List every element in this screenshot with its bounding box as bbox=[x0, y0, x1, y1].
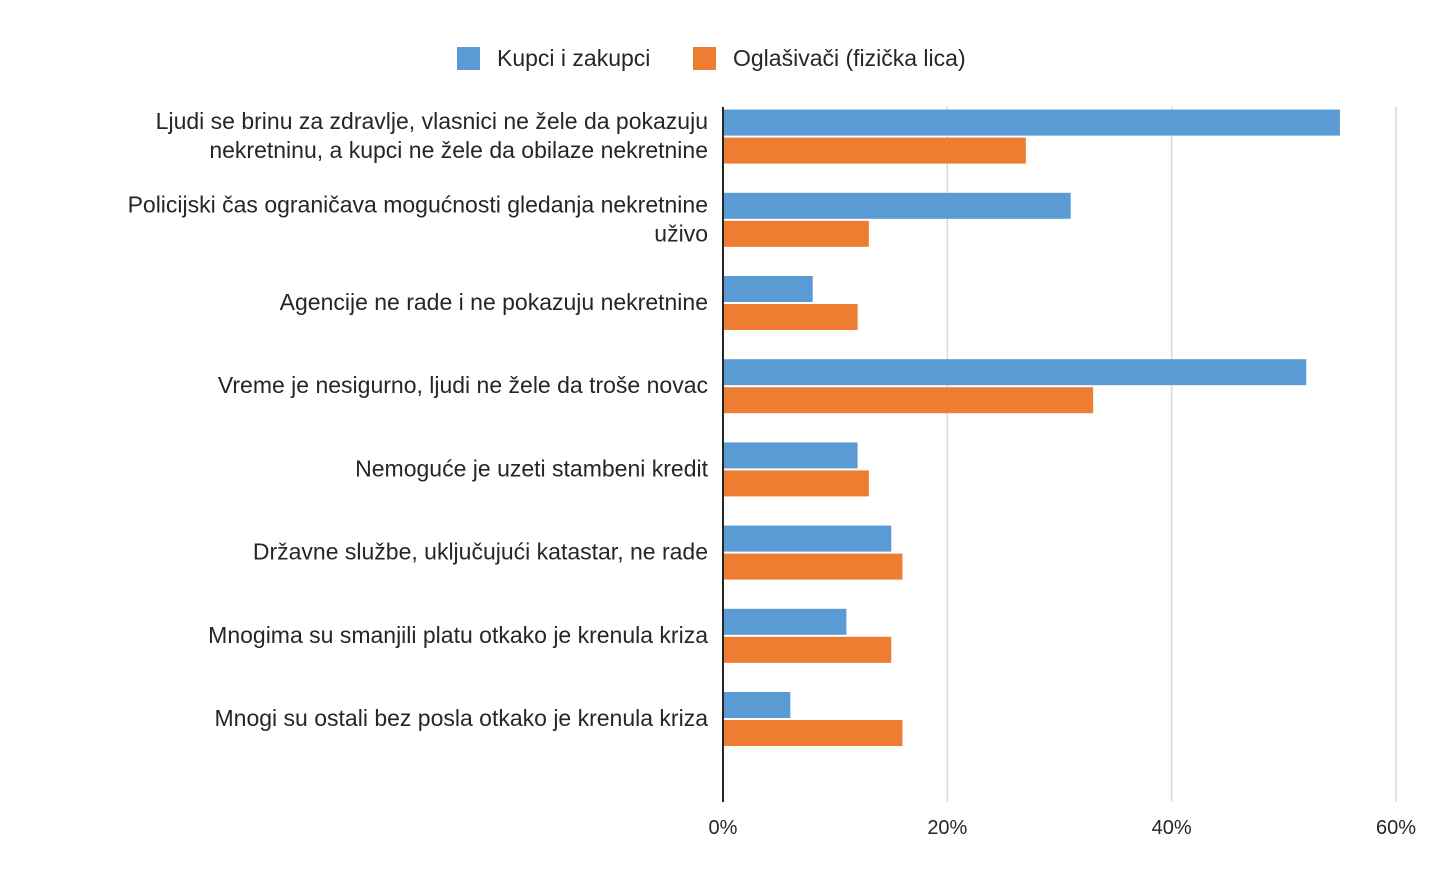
category-label-2-line-0: Agencije ne rade i ne pokazuju nekretnin… bbox=[280, 289, 708, 315]
category-label-1-line-0: Policijski čas ograničava mogućnosti gle… bbox=[128, 191, 708, 217]
bar-series-0-cat-7 bbox=[723, 692, 791, 718]
category-label-3: Vreme je nesigurno, ljudi ne žele da tro… bbox=[218, 372, 708, 398]
bar-series-0-cat-1 bbox=[723, 192, 1071, 219]
category-label-4: Nemoguće je uzeti stambeni kredit bbox=[355, 455, 708, 481]
bar-series-1-cat-6 bbox=[723, 636, 892, 663]
category-label-7-line-0: Mnogi su ostali bez posla otkako je kren… bbox=[215, 705, 709, 731]
category-label-0: Ljudi se brinu za zdravlje, vlasnici ne … bbox=[156, 108, 708, 163]
bars bbox=[723, 109, 1340, 746]
category-label-2: Agencije ne rade i ne pokazuju nekretnin… bbox=[280, 289, 708, 315]
category-label-6-line-0: Mnogima su smanjili platu otkako je kren… bbox=[208, 622, 708, 648]
bar-series-0-cat-6 bbox=[723, 608, 847, 635]
x-tick-label-0: 0% bbox=[709, 817, 738, 839]
bar-series-0-cat-0 bbox=[723, 109, 1340, 136]
bar-series-0-cat-5 bbox=[723, 525, 892, 552]
bar-series-1-cat-3 bbox=[723, 387, 1094, 414]
legend: Kupci i zakupci Oglašivači (fizička lica) bbox=[457, 45, 966, 71]
category-label-1-line-1: uživo bbox=[654, 220, 708, 246]
x-tick-label-3: 60% bbox=[1376, 817, 1416, 839]
bar-series-1-cat-5 bbox=[723, 553, 903, 580]
category-label-0-line-1: nekretninu, a kupci ne žele da obilaze n… bbox=[209, 137, 708, 163]
bar-series-1-cat-2 bbox=[723, 304, 858, 330]
legend-swatch-0 bbox=[457, 47, 480, 70]
bar-series-0-cat-2 bbox=[723, 276, 813, 302]
legend-swatch-1 bbox=[693, 47, 716, 70]
bar-series-0-cat-4 bbox=[723, 442, 858, 469]
legend-label-1: Oglašivači (fizička lica) bbox=[733, 45, 966, 71]
category-label-5-line-0: Državne službe, uključujući katastar, ne… bbox=[253, 539, 708, 565]
category-label-5: Državne službe, uključujući katastar, ne… bbox=[253, 539, 708, 565]
category-labels: Ljudi se brinu za zdravlje, vlasnici ne … bbox=[128, 108, 709, 731]
category-label-7: Mnogi su ostali bez posla otkako je kren… bbox=[215, 705, 709, 731]
x-tick-labels: 0% 20% 40% 60% bbox=[709, 817, 1417, 839]
x-tick-label-2: 40% bbox=[1152, 817, 1192, 839]
category-label-0-line-0: Ljudi se brinu za zdravlje, vlasnici ne … bbox=[156, 108, 708, 134]
category-label-6: Mnogima su smanjili platu otkako je kren… bbox=[208, 622, 708, 648]
bar-series-1-cat-4 bbox=[723, 470, 869, 497]
bar-series-0-cat-3 bbox=[723, 359, 1307, 386]
category-label-4-line-0: Nemoguće je uzeti stambeni kredit bbox=[355, 455, 708, 481]
category-label-3-line-0: Vreme je nesigurno, ljudi ne žele da tro… bbox=[218, 372, 708, 398]
bar-series-1-cat-1 bbox=[723, 220, 869, 247]
bar-series-1-cat-7 bbox=[723, 720, 903, 746]
legend-label-0: Kupci i zakupci bbox=[497, 45, 650, 71]
bar-series-1-cat-0 bbox=[723, 137, 1026, 164]
category-label-1: Policijski čas ograničava mogućnosti gle… bbox=[128, 191, 708, 246]
gridlines bbox=[946, 107, 1397, 802]
x-tick-label-1: 20% bbox=[927, 817, 967, 839]
